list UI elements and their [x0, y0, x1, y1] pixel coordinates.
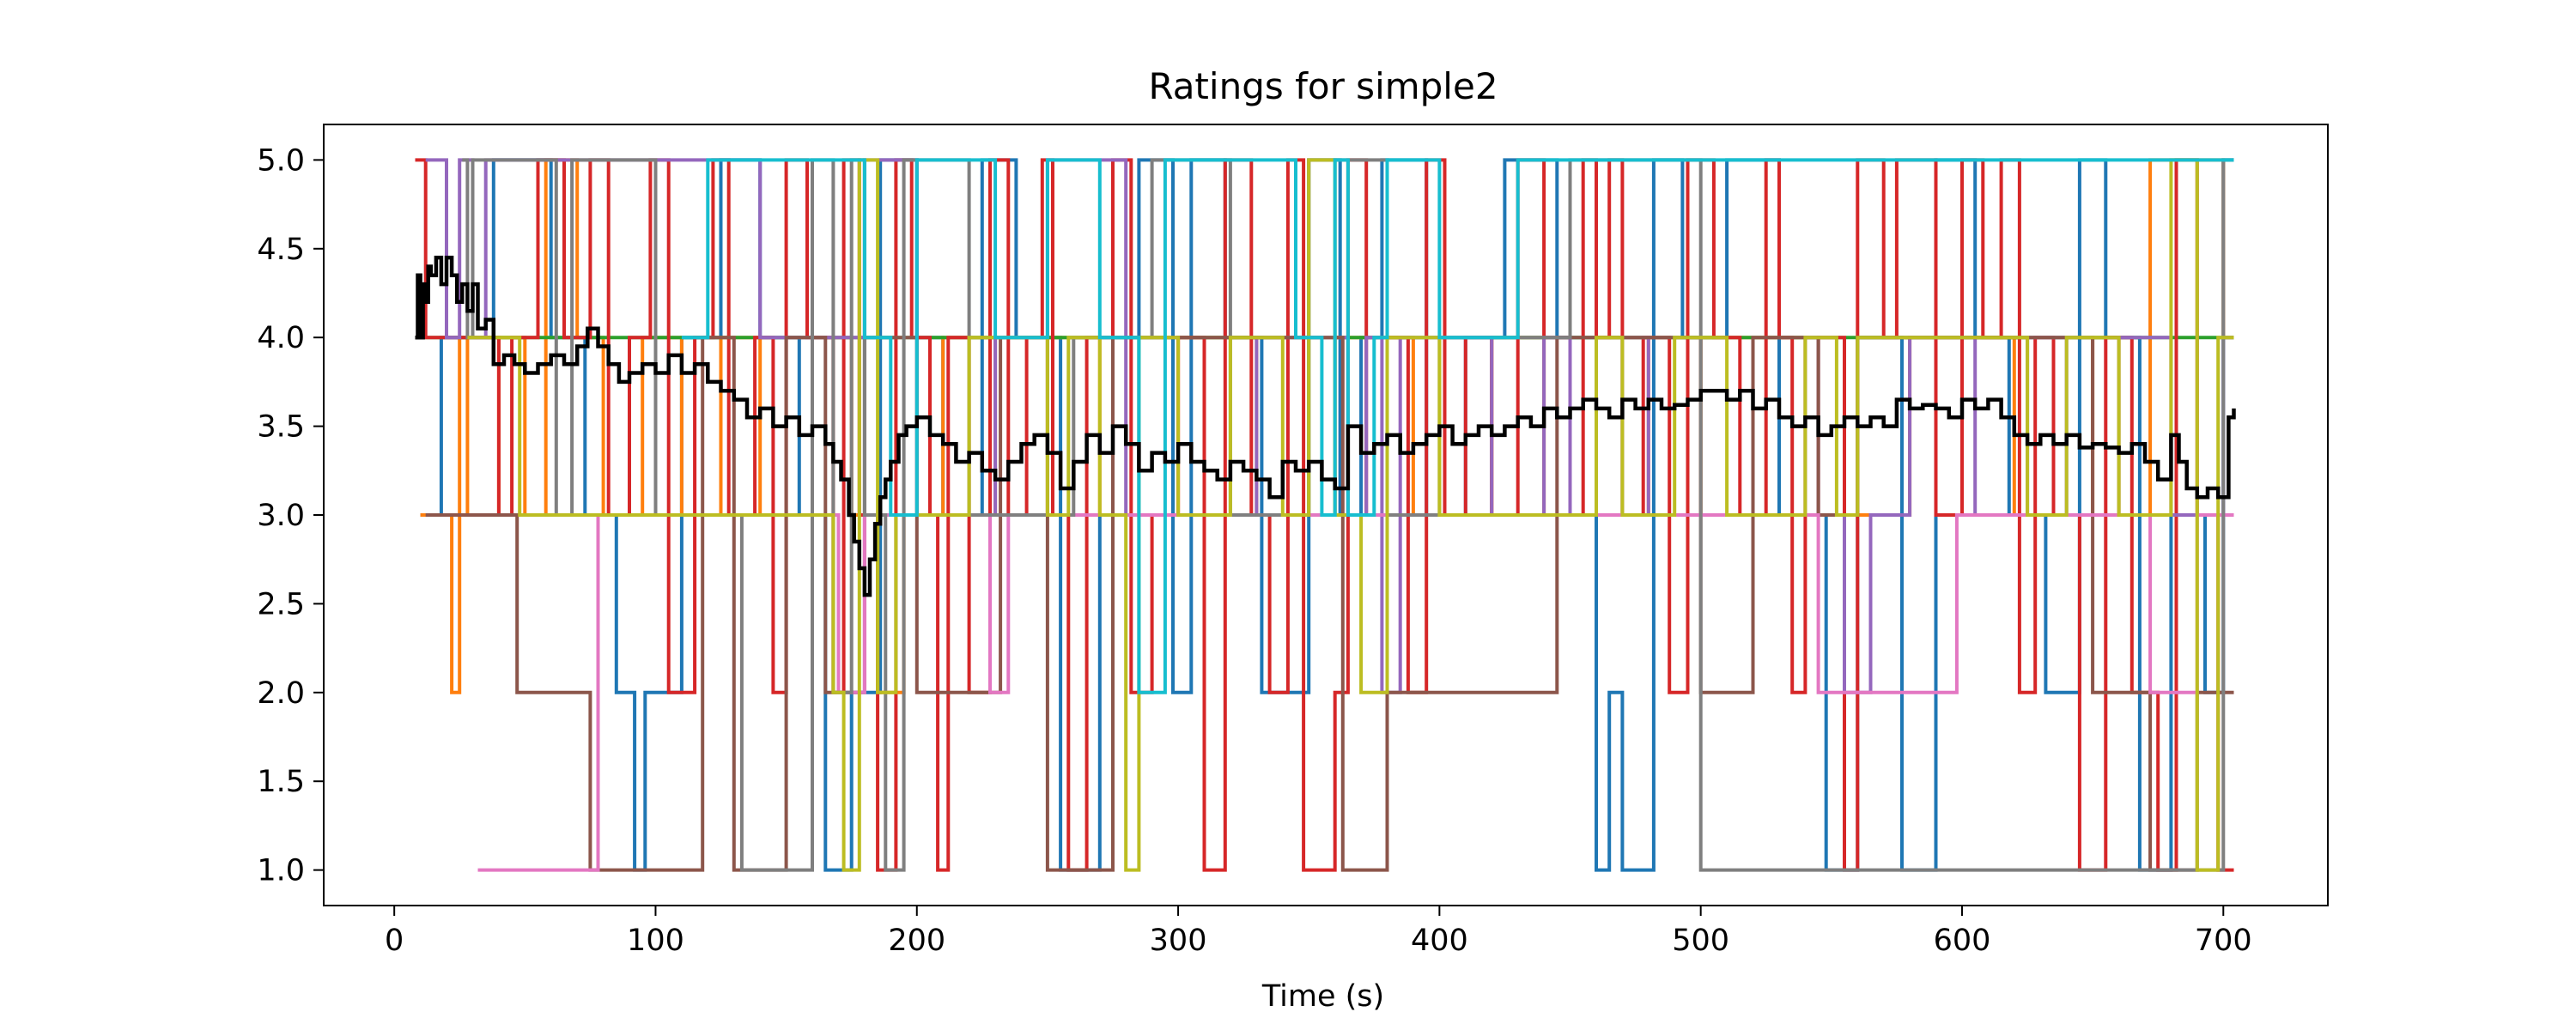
y-tick-label: 3.5	[257, 410, 305, 445]
x-tick-label: 200	[888, 924, 945, 958]
y-tick-label: 2.0	[257, 676, 305, 711]
chart-title: Ratings for simple2	[1148, 65, 1498, 107]
mean-rating-line	[415, 255, 2236, 597]
x-tick-label: 400	[1411, 924, 1468, 958]
y-tick-label: 5.0	[257, 143, 305, 178]
x-tick-label: 600	[1934, 924, 1991, 958]
x-tick-label: 700	[2195, 924, 2252, 958]
x-tick-label: 300	[1150, 924, 1207, 958]
y-axis: 1.0 1.5 2.0 2.5 3.0 3.5 4.0 4.5 5.0	[257, 143, 324, 888]
x-tick-label: 0	[385, 924, 404, 958]
series-layer	[415, 158, 2236, 872]
y-tick-label: 1.0	[257, 854, 305, 888]
x-tick-label: 100	[627, 924, 684, 958]
y-tick-label: 1.5	[257, 765, 305, 799]
rating-series-9	[681, 158, 2234, 694]
y-tick-label: 2.5	[257, 587, 305, 621]
y-tick-label: 4.0	[257, 321, 305, 355]
x-axis-label: Time (s)	[1261, 979, 1384, 1014]
x-axis: 0 100 200 300 400 500 600 700	[385, 906, 2252, 958]
y-tick-label: 4.5	[257, 233, 305, 267]
y-tick-label: 3.0	[257, 499, 305, 533]
x-tick-label: 500	[1672, 924, 1729, 958]
